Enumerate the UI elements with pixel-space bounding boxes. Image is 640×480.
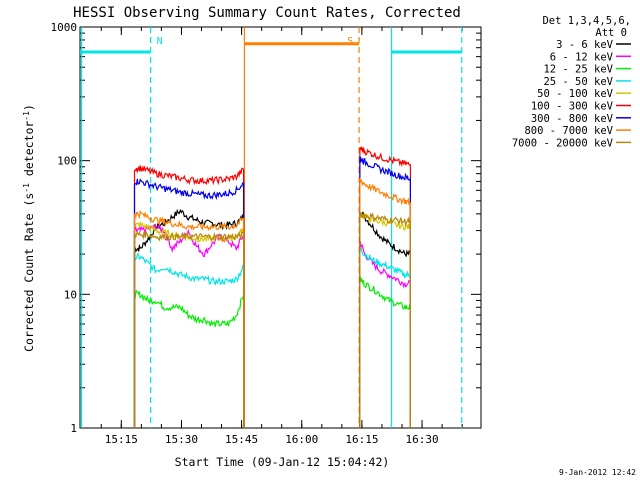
series-line-25-50-kev	[133, 252, 245, 428]
chart-title: HESSI Observing Summary Count Rates, Cor…	[73, 5, 461, 21]
series-line-100-300-kev	[133, 165, 245, 428]
y-tick-label: 1000	[51, 21, 78, 34]
legend-label-7000-20000-kev: 7000 - 20000 keV	[512, 137, 614, 149]
series-line-800-7000-kev	[359, 177, 411, 428]
series-line-50-100-kev	[133, 220, 245, 428]
series-line-100-300-kev	[359, 146, 411, 428]
legend-label-25-50-kev: 25 - 50 keV	[543, 76, 613, 88]
legend-label-50-100-kev: 50 - 100 keV	[537, 88, 614, 100]
legend-header-line1: Det 1,3,4,5,6,	[542, 15, 631, 27]
series-line-3-6-kev	[359, 211, 411, 428]
flag-label-s: S	[347, 36, 353, 47]
x-tick-label: 16:30	[405, 433, 438, 446]
legend-label-100-300-kev: 100 - 300 keV	[531, 101, 614, 113]
y-axis-label: Corrected Count Rate (s-1 detector-1)	[22, 104, 36, 352]
x-tick-label: 15:15	[105, 433, 138, 446]
y-tick-label: 10	[64, 288, 77, 301]
legend-label-300-800-kev: 300 - 800 keV	[531, 113, 614, 125]
axes-frame	[79, 26, 482, 429]
legend-label-3-6-kev: 3 - 6 keV	[556, 39, 614, 51]
series-line-25-50-kev	[359, 246, 411, 428]
series-line-7000-20000-kev	[133, 230, 245, 428]
legend-label-800-7000-kev: 800 - 7000 keV	[524, 125, 613, 137]
flag-label-n: N	[157, 36, 163, 47]
series-line-50-100-kev	[359, 211, 411, 428]
y-tick-label: 1	[70, 422, 77, 435]
x-tick-label: 16:00	[285, 433, 318, 446]
series-line-7000-20000-kev	[359, 211, 411, 428]
plot-area: 1 10 100 1000 15:15 15:30 15:45 16:00 16:15 16:30…	[51, 21, 482, 446]
legend-label-6-12-kev: 6 - 12 keV	[550, 51, 614, 63]
legend-label-12-25-kev: 12 - 25 keV	[543, 64, 613, 76]
series-line-300-800-kev	[359, 156, 411, 428]
legend-header-line2: Att 0	[595, 27, 627, 39]
x-tick-label: 15:45	[225, 433, 258, 446]
series-line-800-7000-kev	[133, 210, 245, 428]
series-line-300-800-kev	[133, 178, 245, 428]
y-tick-label: 100	[57, 155, 77, 168]
series-line-12-25-kev	[359, 276, 411, 428]
timestamp: 9-Jan-2012 12:42	[559, 468, 636, 477]
x-axis-label: Start Time (09-Jan-12 15:04:42)	[175, 455, 390, 469]
series-line-6-12-kev	[359, 240, 411, 428]
x-tick-label: 15:30	[165, 433, 198, 446]
series-line-12-25-kev	[133, 289, 245, 428]
x-tick-label: 16:15	[345, 433, 378, 446]
